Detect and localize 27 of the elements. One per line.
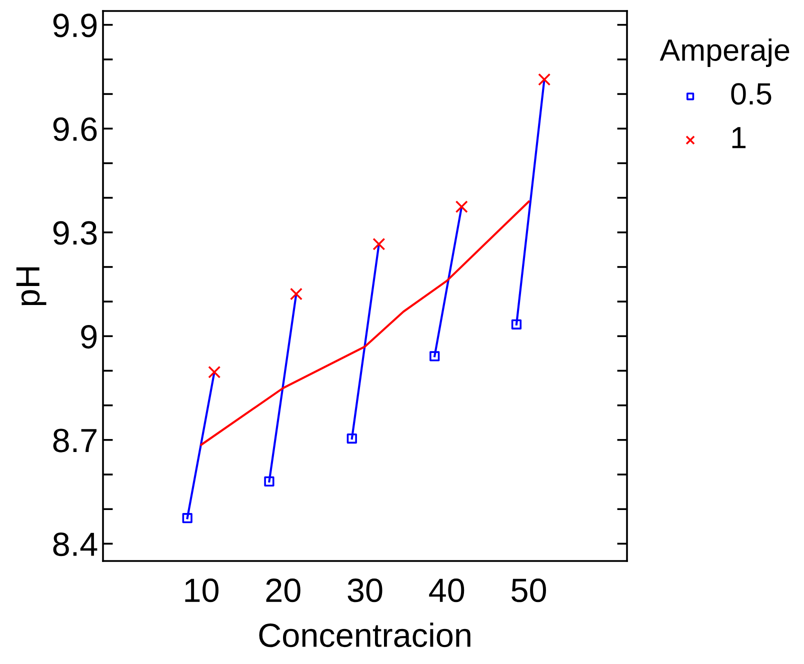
x-tick-label: 20 — [266, 578, 300, 602]
point — [511, 319, 522, 330]
y-tick-label: 9.3 — [53, 221, 97, 245]
point — [430, 351, 440, 362]
point — [372, 238, 386, 250]
x-tick-label: 50 — [512, 578, 546, 602]
point — [264, 476, 274, 487]
x-tick-label: 10 — [185, 578, 218, 602]
y-tick-label: 8.4 — [53, 532, 98, 556]
legend-label: 1 — [732, 127, 746, 148]
y-tick-label: 9 — [81, 324, 97, 349]
point — [538, 73, 551, 86]
point — [182, 513, 192, 524]
y-tick-label: 9.6 — [53, 117, 97, 142]
x-tick-label: 30 — [348, 578, 382, 602]
x-axis-title: Concentracion — [259, 622, 470, 648]
y-axis-title: pH — [16, 267, 46, 306]
y-tick-label: 8.7 — [53, 428, 96, 452]
legend-title: Amperaje — [660, 38, 790, 67]
point — [455, 200, 468, 214]
line-series — [200, 200, 530, 446]
y-tick-label: 9.9 — [53, 14, 97, 38]
point — [290, 288, 303, 300]
x-tick-label: 40 — [429, 578, 464, 602]
point — [208, 366, 221, 378]
legend-label: 0.5 — [731, 83, 772, 105]
point — [346, 433, 357, 444]
